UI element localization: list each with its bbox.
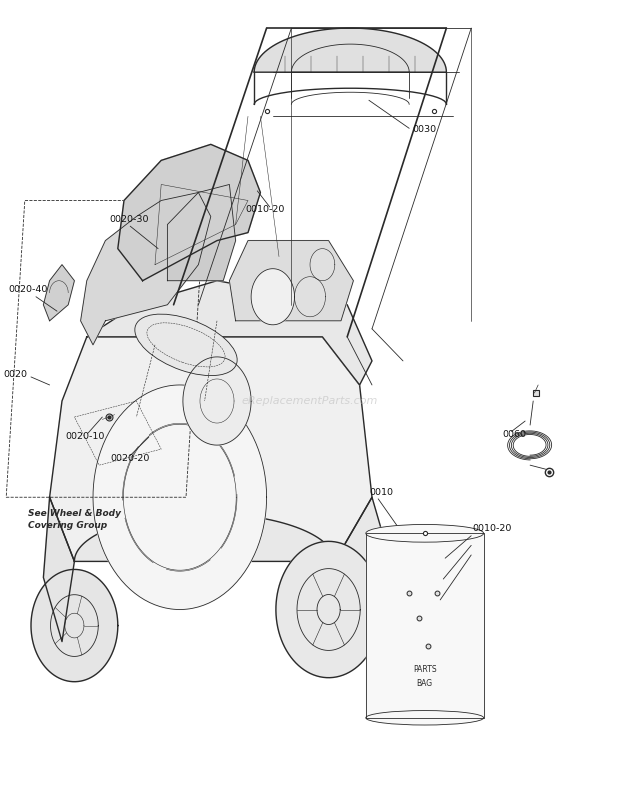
Polygon shape: [310, 249, 335, 281]
Polygon shape: [118, 144, 260, 281]
Polygon shape: [43, 497, 74, 642]
Polygon shape: [31, 569, 118, 682]
Text: 0030: 0030: [412, 125, 436, 134]
Polygon shape: [93, 385, 267, 610]
Polygon shape: [254, 28, 446, 72]
Text: 0020-30: 0020-30: [109, 215, 149, 224]
Ellipse shape: [135, 314, 237, 375]
Text: 0020-10: 0020-10: [65, 431, 105, 440]
Polygon shape: [167, 184, 236, 281]
Ellipse shape: [366, 525, 484, 542]
Text: PARTS: PARTS: [413, 665, 436, 674]
Polygon shape: [87, 281, 372, 385]
Polygon shape: [276, 541, 381, 678]
Polygon shape: [229, 241, 353, 321]
Polygon shape: [251, 269, 294, 325]
Polygon shape: [81, 192, 211, 345]
Text: 0020-20: 0020-20: [110, 454, 150, 463]
Text: 0010-20: 0010-20: [472, 524, 512, 533]
Text: eReplacementParts.com: eReplacementParts.com: [242, 396, 378, 406]
Polygon shape: [74, 513, 335, 561]
Polygon shape: [366, 533, 484, 718]
Text: 0020: 0020: [3, 370, 27, 379]
Text: 0060: 0060: [502, 430, 526, 439]
Text: 0010: 0010: [369, 488, 393, 496]
Text: BAG: BAG: [417, 678, 433, 688]
Polygon shape: [183, 357, 251, 445]
Text: Covering Group: Covering Group: [28, 520, 107, 530]
Polygon shape: [294, 277, 326, 317]
Polygon shape: [43, 265, 74, 321]
Text: 0010-20: 0010-20: [245, 205, 285, 213]
Text: 0020-40: 0020-40: [9, 285, 48, 294]
Polygon shape: [335, 497, 391, 626]
Polygon shape: [50, 337, 372, 561]
Ellipse shape: [366, 711, 484, 725]
Text: See Wheel & Body: See Wheel & Body: [28, 508, 121, 518]
